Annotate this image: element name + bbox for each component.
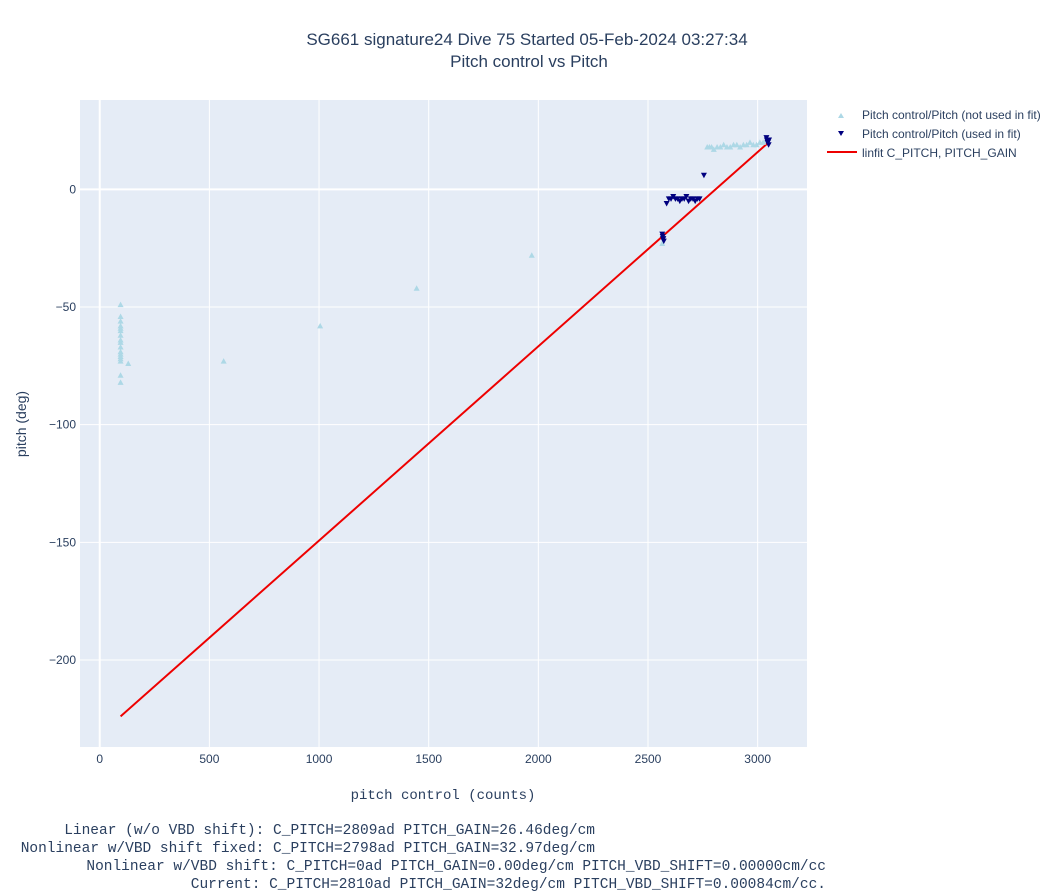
point-not-used-in-fit[interactable] bbox=[413, 285, 420, 291]
chart-canvas: SG661 signature24 Dive 75 Started 05-Feb… bbox=[13, 30, 1041, 804]
series-not-used-in-fit bbox=[117, 136, 770, 385]
point-not-used-in-fit[interactable] bbox=[117, 327, 124, 334]
legend-marker-triangle-down bbox=[838, 131, 844, 136]
legend-marker-triangle-up bbox=[838, 113, 844, 118]
point-not-used-in-fit[interactable] bbox=[659, 240, 666, 247]
point-not-used-in-fit[interactable] bbox=[760, 139, 767, 145]
point-not-used-in-fit[interactable] bbox=[753, 141, 760, 148]
point-not-used-in-fit[interactable] bbox=[117, 358, 124, 364]
footer-linear: Linear (w/o VBD shift): C_PITCH=2809ad P… bbox=[64, 823, 595, 839]
legend-label-not-used: Pitch control/Pitch (not used in fit) bbox=[862, 108, 1041, 122]
point-used-in-fit[interactable] bbox=[683, 193, 690, 200]
point-used-in-fit[interactable] bbox=[696, 196, 703, 202]
point-not-used-in-fit[interactable] bbox=[117, 344, 124, 350]
y-tick-label: 0 bbox=[69, 182, 76, 196]
point-not-used-in-fit[interactable] bbox=[528, 252, 535, 258]
y-tick-label: −150 bbox=[49, 535, 76, 549]
chart-title: SG661 signature24 Dive 75 Started 05-Feb… bbox=[306, 30, 747, 49]
footer-nonlinear-shift: Nonlinear w/VBD shift: C_PITCH=0ad PITCH… bbox=[86, 859, 826, 875]
point-not-used-in-fit[interactable] bbox=[117, 339, 124, 345]
fit-line bbox=[119, 141, 770, 718]
x-tick-label: 2000 bbox=[525, 752, 552, 766]
legend-label-used: Pitch control/Pitch (used in fit) bbox=[862, 127, 1021, 141]
point-not-used-in-fit[interactable] bbox=[117, 332, 124, 338]
point-not-used-in-fit[interactable] bbox=[317, 322, 324, 329]
legend-label-fit: linfit C_PITCH, PITCH_GAIN bbox=[862, 146, 1017, 160]
point-not-used-in-fit[interactable] bbox=[737, 144, 744, 150]
fit-results-footer: Linear (w/o VBD shift): C_PITCH=2809ad P… bbox=[0, 820, 1058, 894]
x-tick-label: 1500 bbox=[415, 752, 442, 766]
y-axis-title: pitch (deg) bbox=[13, 391, 29, 457]
point-not-used-in-fit[interactable] bbox=[720, 141, 727, 148]
legend-item-not-used[interactable]: Pitch control/Pitch (not used in fit) bbox=[838, 108, 1041, 122]
footer-nonlinear-fixed: Nonlinear w/VBD shift fixed: C_PITCH=279… bbox=[20, 841, 595, 857]
point-not-used-in-fit[interactable] bbox=[117, 379, 124, 385]
point-not-used-in-fit[interactable] bbox=[743, 141, 750, 148]
x-tick-label: 1000 bbox=[306, 752, 333, 766]
point-not-used-in-fit[interactable] bbox=[117, 318, 124, 324]
series-used-in-fit bbox=[659, 135, 773, 245]
x-tick-label: 0 bbox=[96, 752, 103, 766]
point-used-in-fit[interactable] bbox=[766, 137, 773, 143]
point-used-in-fit[interactable] bbox=[663, 201, 670, 207]
point-not-used-in-fit[interactable] bbox=[125, 360, 132, 367]
footer-current: Current: C_PITCH=2810ad PITCH_GAIN=32deg… bbox=[190, 877, 826, 893]
chart-subtitle: Pitch control vs Pitch bbox=[450, 52, 608, 71]
legend-item-used[interactable]: Pitch control/Pitch (used in fit) bbox=[838, 127, 1021, 141]
legend-item-fit[interactable]: linfit C_PITCH, PITCH_GAIN bbox=[827, 146, 1017, 160]
point-used-in-fit[interactable] bbox=[765, 142, 772, 148]
y-axis-ticks: 0 −50 −100 −150 −200 bbox=[49, 182, 76, 667]
fit-line-series bbox=[119, 141, 770, 718]
y-tick-label: −100 bbox=[49, 418, 76, 432]
plot-area[interactable] bbox=[80, 100, 807, 747]
grid-lines bbox=[80, 100, 807, 747]
point-not-used-in-fit[interactable] bbox=[733, 141, 740, 148]
point-not-used-in-fit[interactable] bbox=[220, 358, 227, 364]
x-axis-title: pitch control (counts) bbox=[351, 788, 536, 804]
x-tick-label: 3000 bbox=[744, 752, 771, 766]
point-not-used-in-fit[interactable] bbox=[117, 313, 124, 319]
x-axis-ticks: 0 500 1000 1500 2000 2500 3000 bbox=[96, 752, 771, 766]
x-tick-label: 500 bbox=[199, 752, 219, 766]
point-used-in-fit[interactable] bbox=[660, 238, 667, 245]
y-tick-label: −200 bbox=[49, 653, 76, 667]
y-tick-label: −50 bbox=[56, 300, 77, 314]
point-not-used-in-fit[interactable] bbox=[117, 372, 124, 378]
legend: Pitch control/Pitch (not used in fit) Pi… bbox=[827, 108, 1041, 160]
point-not-used-in-fit[interactable] bbox=[717, 144, 724, 150]
point-used-in-fit[interactable] bbox=[700, 172, 707, 179]
point-not-used-in-fit[interactable] bbox=[117, 301, 124, 308]
point-not-used-in-fit[interactable] bbox=[746, 139, 753, 145]
point-not-used-in-fit[interactable] bbox=[727, 144, 734, 150]
point-not-used-in-fit[interactable] bbox=[710, 146, 717, 152]
x-tick-label: 2500 bbox=[635, 752, 662, 766]
